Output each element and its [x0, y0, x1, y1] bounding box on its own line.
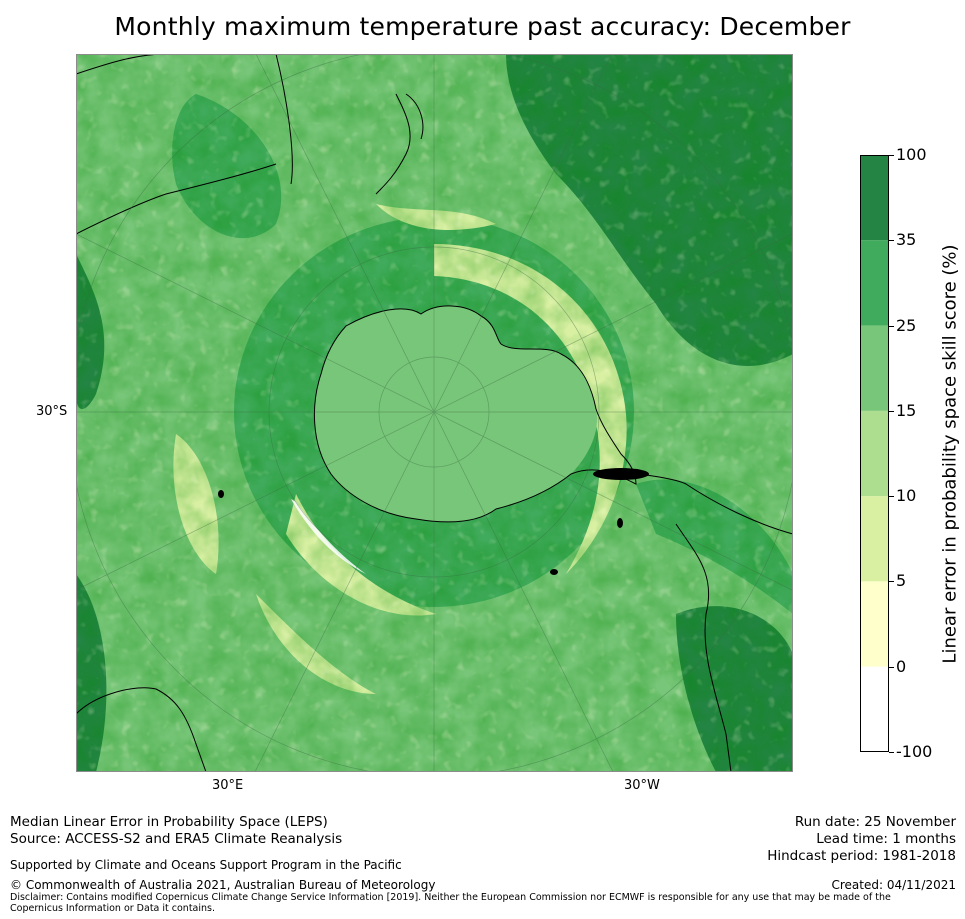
- colorbar-tick-mark: [889, 240, 894, 242]
- footer-method: Median Linear Error in Probability Space…: [10, 814, 328, 830]
- colorbar-tick-mark: [889, 752, 894, 753]
- polar-skill-map: [76, 54, 793, 772]
- africa-coastline: [76, 687, 207, 772]
- antarctic-coastline: [314, 305, 637, 523]
- colorbar-segment-25-35: [860, 240, 889, 326]
- colorbar-tick-label: 10: [896, 486, 917, 506]
- latitude-label: 30°S: [36, 404, 68, 419]
- colorbar-segment-10-15: [860, 410, 889, 497]
- small-islands: [218, 468, 649, 575]
- map-frame: [76, 54, 793, 772]
- footer-disclaimer: Disclaimer: Contains modified Copernicus…: [10, 892, 891, 914]
- colorbar-tick-mark: [889, 155, 894, 156]
- hindcast-period: Hindcast period: 1981-2018: [767, 848, 956, 864]
- antarctica-landmass: [314, 305, 597, 522]
- colorbar-tick-mark: [889, 666, 894, 668]
- footer-source: Source: ACCESS-S2 and ERA5 Climate Reana…: [10, 831, 343, 847]
- colorbar-tick-label: 15: [896, 400, 917, 420]
- colorbar-segment-35-100: [860, 155, 889, 241]
- colorbar-segment-5-10: [860, 496, 889, 582]
- colorbar-tick-mark: [889, 496, 894, 498]
- colorbar-segment-15-25: [860, 325, 889, 411]
- colorbar-segment-0-5: [860, 581, 889, 667]
- footer-left: Median Linear Error in Probability Space…: [10, 814, 342, 848]
- footer-support: Supported by Climate and Oceans Support …: [10, 858, 402, 872]
- colorbar-tick-mark: [889, 581, 894, 583]
- longitude-label-west: 30°W: [624, 778, 660, 793]
- colorbar-tick-label: 0: [896, 656, 907, 676]
- colorbar-tick-label: -100: [896, 742, 933, 761]
- colorbar-tick-label: 5: [896, 571, 907, 591]
- graticule: [76, 54, 793, 772]
- footer-copyright: © Commonwealth of Australia 2021, Austra…: [10, 878, 436, 892]
- colorbar-tick-label: 25: [896, 315, 917, 335]
- created-date: Created: 04/11/2021: [831, 878, 956, 892]
- colorbar: [860, 155, 889, 752]
- colorbar-frame: [860, 155, 889, 752]
- colorbar-tick-mark: [889, 410, 894, 412]
- lead-time: Lead time: 1 months: [816, 831, 956, 847]
- colorbar-tick-label: 100: [896, 145, 927, 164]
- colorbar-tick-label: 35: [896, 230, 917, 250]
- colorbar-segment-neg100-0: [860, 666, 889, 752]
- chart-title: Monthly maximum temperature past accurac…: [114, 12, 851, 41]
- footer-right: Run date: 25 November Lead time: 1 month…: [767, 814, 956, 865]
- map-canvas: [76, 54, 793, 772]
- new-zealand-coastline: [375, 93, 424, 195]
- longitude-label-east: 30°E: [212, 778, 244, 793]
- low-skill-arc: [291, 499, 366, 574]
- colorbar-label-text: Linear error in probability space skill …: [939, 244, 961, 664]
- colorbar-tick-mark: [889, 325, 894, 327]
- run-date: Run date: 25 November: [794, 814, 956, 830]
